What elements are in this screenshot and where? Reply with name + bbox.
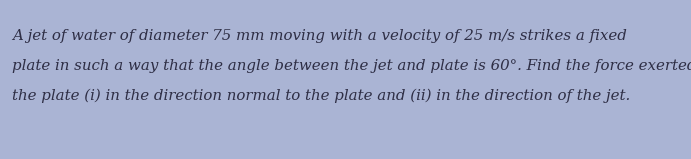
Text: the plate (i) in the direction normal to the plate and (ii) in the direction of : the plate (i) in the direction normal to… (12, 89, 631, 104)
Text: A jet of water of diameter 75 mm moving with a velocity of 25 m/s strikes a fixe: A jet of water of diameter 75 mm moving … (12, 29, 627, 43)
Text: plate in such a way that the angle between the jet and plate is 60°. Find the fo: plate in such a way that the angle betwe… (12, 59, 691, 73)
